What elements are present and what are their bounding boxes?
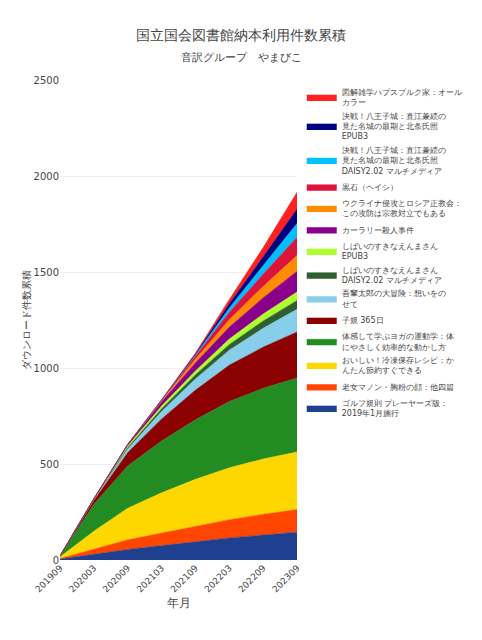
svg-text:500: 500 [40, 459, 59, 470]
svg-text:202309: 202309 [270, 563, 302, 595]
svg-text:0: 0 [53, 555, 59, 566]
svg-text:決戦！八王子城：直江兼続の見た名城の最期と北条氏照EPUB3: 決戦！八王子城：直江兼続の見た名城の最期と北条氏照EPUB3 [342, 112, 446, 142]
svg-text:2000: 2000 [34, 171, 59, 182]
svg-text:しばいのすきなえんまさんEPUB3: しばいのすきなえんまさんEPUB3 [342, 242, 438, 261]
svg-text:ウクライナ侵攻とロシア正教会：この攻防は宗教対立でもある: ウクライナ侵攻とロシア正教会：この攻防は宗教対立でもある [342, 199, 462, 218]
svg-text:老女マノン・胸粉の顔：他四篇: 老女マノン・胸粉の顔：他四篇 [342, 383, 454, 392]
svg-text:202003: 202003 [67, 563, 98, 594]
svg-text:黒石（ヘイシ）: 黒石（ヘイシ） [342, 183, 398, 192]
svg-text:201909: 201909 [33, 563, 65, 595]
svg-text:ゴルフ規則 プレーヤーズ版：2019年1月施行: ゴルフ規則 プレーヤーズ版：2019年1月施行 [342, 399, 449, 418]
svg-text:図解雑学ハプスブルク家：オールカラー: 図解雑学ハプスブルク家：オールカラー [342, 88, 462, 107]
svg-text:しばいのすきなえんまさんDAISY2.02 マルチメディア: しばいのすきなえんまさんDAISY2.02 マルチメディア [342, 266, 442, 285]
svg-text:1500: 1500 [34, 267, 59, 278]
svg-text:カーラリー殺人事件: カーラリー殺人事件 [342, 226, 414, 235]
svg-text:年月: 年月 [167, 596, 191, 610]
svg-text:吾輩太郎の大冒険：想いをのせて: 吾輩太郎の大冒険：想いをのせて [342, 289, 446, 308]
svg-text:子規 365日: 子規 365日 [342, 316, 384, 325]
svg-text:決戦！八王子城：直江兼続の見た名城の最期と北条氏照DAISY: 決戦！八王子城：直江兼続の見た名城の最期と北条氏照DAISY2.02 マルチメデ… [342, 146, 446, 176]
svg-text:1000: 1000 [34, 363, 59, 374]
svg-text:体感して学ぶヨガの運動学：体にやさしく効率的な動かし方: 体感して学ぶヨガの運動学：体にやさしく効率的な動かし方 [342, 332, 454, 351]
svg-text:202209: 202209 [236, 563, 268, 595]
svg-text:202109: 202109 [169, 563, 201, 595]
svg-text:音訳グループ やまびこ: 音訳グループ やまびこ [181, 51, 302, 64]
svg-text:ダウンロード件数累積: ダウンロード件数累積 [21, 270, 32, 370]
svg-text:202103: 202103 [135, 563, 166, 594]
svg-text:国立国会図書館納本利用件数累積: 国立国会図書館納本利用件数累積 [136, 27, 346, 43]
svg-text:2500: 2500 [34, 75, 59, 86]
svg-text:202203: 202203 [203, 563, 234, 594]
svg-text:おいしい！冷凍保存レシピ：かんたん節約すぐできる: おいしい！冷凍保存レシピ：かんたん節約すぐできる [342, 356, 454, 375]
svg-text:202009: 202009 [101, 563, 133, 595]
